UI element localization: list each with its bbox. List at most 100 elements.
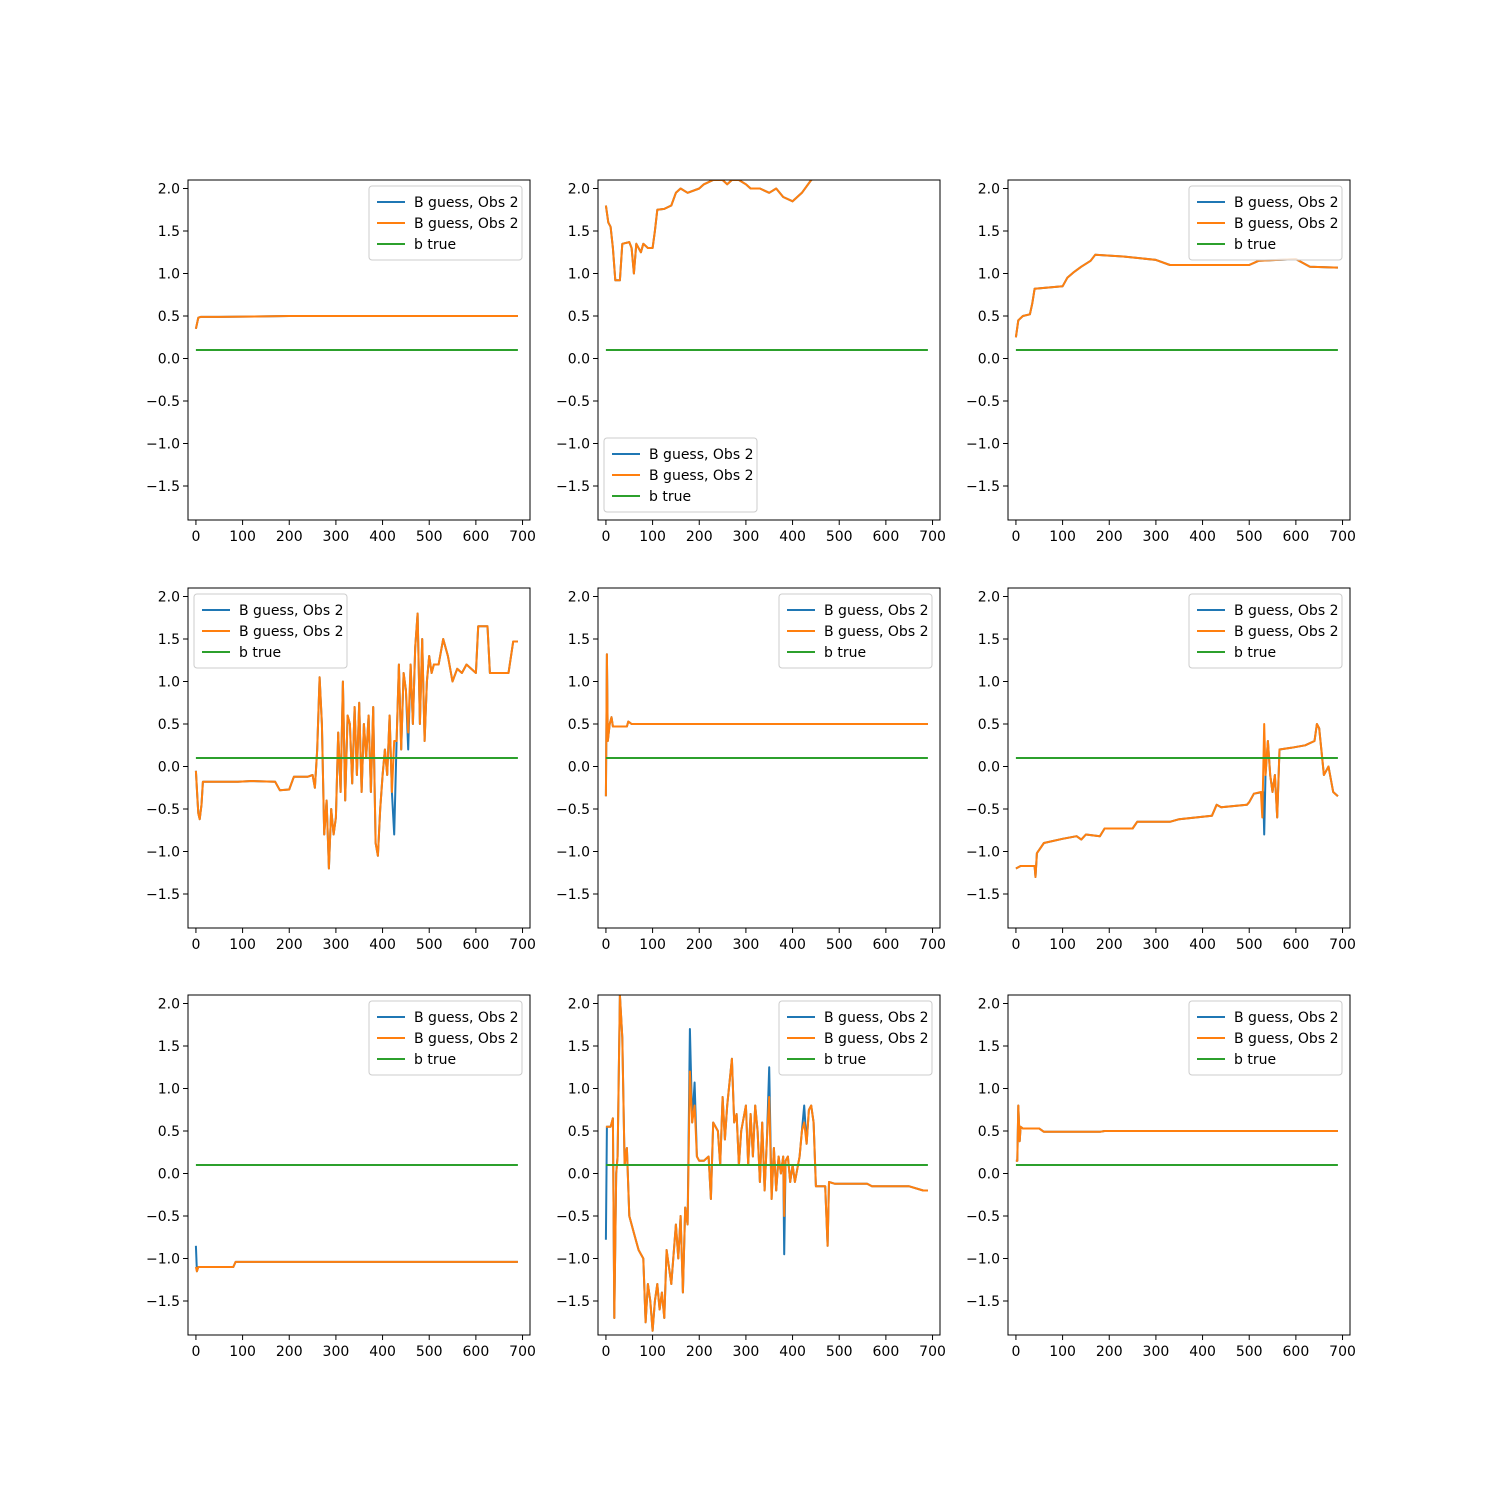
legend-entry: B guess, Obs 2 <box>1234 624 1338 640</box>
y-tick-label: 0.5 <box>158 309 180 325</box>
x-tick-label: 700 <box>1329 529 1356 545</box>
x-tick-label: 200 <box>686 1344 713 1360</box>
x-tick-label: 400 <box>369 1344 396 1360</box>
legend-entry: b true <box>1234 237 1276 253</box>
x-tick-label: 700 <box>919 529 946 545</box>
x-tick-label: 0 <box>601 529 610 545</box>
legend: B guess, Obs 2 B guess, Obs 2 b true <box>603 437 758 513</box>
y-tick-label: 1.5 <box>158 1039 180 1055</box>
y-tick-label: −0.5 <box>146 394 180 410</box>
y-tick-label: 1.5 <box>158 632 180 648</box>
y-tick-label: −1.0 <box>146 437 180 453</box>
x-tick-label: 100 <box>229 529 256 545</box>
y-tick-label: 1.5 <box>568 1039 590 1055</box>
y-tick-label: −0.5 <box>556 802 590 818</box>
x-tick-label: 300 <box>1143 1344 1170 1360</box>
y-tick-label: 1.5 <box>568 224 590 240</box>
y-tick-label: 2.0 <box>978 997 1000 1013</box>
y-tick-label: 0.0 <box>568 1167 590 1183</box>
x-tick-label: 400 <box>369 529 396 545</box>
y-tick-label: 0.5 <box>568 309 590 325</box>
x-tick-label: 0 <box>601 937 610 953</box>
x-tick-label: 600 <box>873 937 900 953</box>
y-tick-label: 2.0 <box>568 182 590 198</box>
axes-frame <box>1007 994 1351 1336</box>
y-tick-label: 2.0 <box>568 997 590 1013</box>
legend-entry: B guess, Obs 2 <box>1234 216 1338 232</box>
x-tick-label: 200 <box>686 529 713 545</box>
legend-entry: B guess, Obs 2 <box>1234 603 1338 619</box>
y-tick-label: 1.0 <box>158 675 180 691</box>
axes-frame <box>187 994 531 1336</box>
x-tick-label: 300 <box>323 529 350 545</box>
y-tick-label: 2.0 <box>568 590 590 606</box>
series-line-2 <box>1015 1104 1338 1162</box>
y-tick-label: 0.5 <box>158 1124 180 1140</box>
x-tick-label: 300 <box>733 937 760 953</box>
x-tick-label: 700 <box>509 529 536 545</box>
x-tick-label: 600 <box>463 1344 490 1360</box>
legend-entry: B guess, Obs 2 <box>824 624 928 640</box>
subplot-2: 0 100 200 300 400 500 600 700 −1.5 −1.0 −0.5 0.0 0.5… <box>556 179 946 545</box>
x-tick-label: 200 <box>276 937 303 953</box>
x-tick-label: 200 <box>276 529 303 545</box>
x-tick-label: 200 <box>1096 1344 1123 1360</box>
legend-box <box>193 593 348 669</box>
legend-entry: B guess, Obs 2 <box>239 603 343 619</box>
x-tick-label: 400 <box>1189 1344 1216 1360</box>
y-tick-label: −1.5 <box>966 479 1000 495</box>
subplot-1: 0 100 200 300 400 500 600 700 −1.5 −1.0 −0.5 0.0 0.5… <box>146 179 536 545</box>
axes-frame <box>1007 179 1351 521</box>
series-line-2 <box>604 653 928 797</box>
x-tick-label: 300 <box>1143 937 1170 953</box>
legend: B guess, Obs 2 B guess, Obs 2 b true <box>1188 185 1343 261</box>
x-tick-label: 0 <box>1011 937 1020 953</box>
y-tick-label: 1.5 <box>568 632 590 648</box>
x-tick-label: 100 <box>639 529 666 545</box>
x-tick-label: 600 <box>463 529 490 545</box>
x-tick-label: 400 <box>369 937 396 953</box>
y-tick-label: −1.5 <box>966 1294 1000 1310</box>
legend: B guess, Obs 2 B guess, Obs 2 b true <box>1188 593 1343 669</box>
legend: B guess, Obs 2 B guess, Obs 2 b true <box>193 593 348 669</box>
y-tick-label: 2.0 <box>978 590 1000 606</box>
y-tick-label: 0.5 <box>568 1124 590 1140</box>
subplot-4: 0 100 200 300 400 500 600 700 −1.5 −1.0 −0.5 0.0 0.5… <box>146 587 536 953</box>
x-tick-label: 500 <box>1236 937 1263 953</box>
legend: B guess, Obs 2 B guess, Obs 2 b true <box>368 185 523 261</box>
x-tick-label: 500 <box>826 1344 853 1360</box>
x-tick-label: 600 <box>463 937 490 953</box>
y-tick-label: −1.0 <box>146 845 180 861</box>
legend-box <box>778 1000 933 1076</box>
x-tick-label: 300 <box>1143 529 1170 545</box>
legend-entry: B guess, Obs 2 <box>239 624 343 640</box>
y-tick-label: 1.0 <box>978 267 1000 283</box>
x-tick-label: 200 <box>686 937 713 953</box>
y-tick-label: −0.5 <box>146 802 180 818</box>
y-tick-label: 1.5 <box>978 1039 1000 1055</box>
y-tick-label: −0.5 <box>556 394 590 410</box>
y-tick-label: 1.5 <box>158 224 180 240</box>
x-tick-label: 100 <box>1049 529 1076 545</box>
y-tick-label: −1.5 <box>146 1294 180 1310</box>
y-tick-label: −1.0 <box>556 437 590 453</box>
y-tick-label: 1.0 <box>568 1082 590 1098</box>
y-tick-label: 0.5 <box>978 1124 1000 1140</box>
x-tick-label: 500 <box>416 937 443 953</box>
x-tick-label: 0 <box>191 937 200 953</box>
legend-entry: B guess, Obs 2 <box>824 603 928 619</box>
legend-entry: B guess, Obs 2 <box>1234 1031 1338 1047</box>
series-line-1 <box>604 180 814 282</box>
x-tick-label: 600 <box>1283 1344 1310 1360</box>
y-tick-label: 0.0 <box>568 760 590 776</box>
legend-entry: b true <box>824 645 866 661</box>
x-tick-label: 400 <box>779 937 806 953</box>
legend-entry: B guess, Obs 2 <box>414 1010 518 1026</box>
subplot-5: 0 100 200 300 400 500 600 700 −1.5 −1.0 −0.5 0.0 0.5… <box>556 587 946 953</box>
series-line-2 <box>604 180 814 282</box>
x-tick-label: 700 <box>509 1344 536 1360</box>
legend-entry: b true <box>824 1052 866 1068</box>
y-tick-label: −1.5 <box>556 887 590 903</box>
x-tick-label: 500 <box>826 937 853 953</box>
axes-frame <box>187 179 531 521</box>
